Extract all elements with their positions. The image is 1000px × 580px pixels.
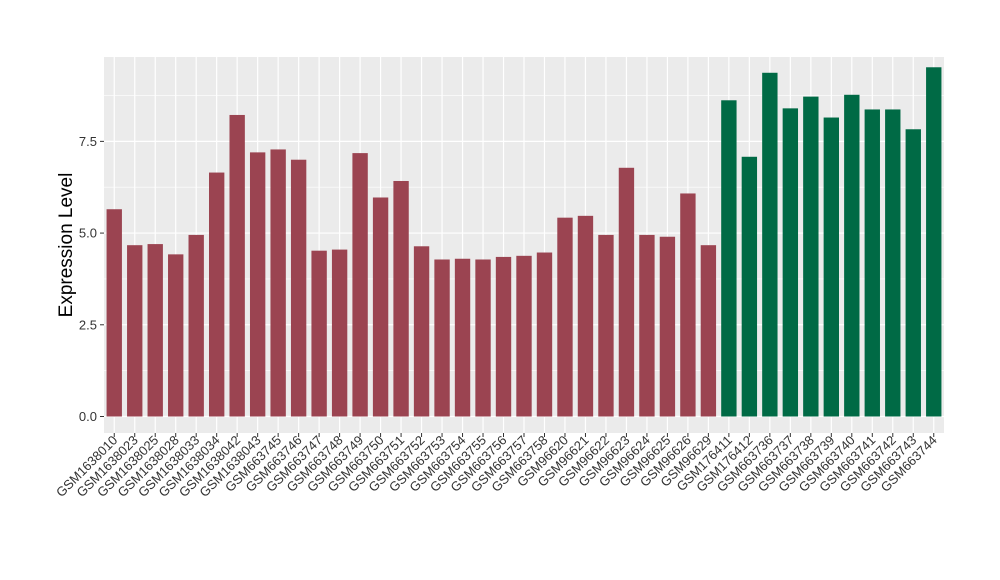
y-tick-label: 5.0 <box>79 226 97 241</box>
x-axis: GSM1638010GSM1638023GSM1638025GSM1638028… <box>53 433 940 500</box>
bar-GSM96622 <box>598 234 614 417</box>
y-tick-label: 0.0 <box>79 409 97 424</box>
bar-GSM96620 <box>557 217 573 417</box>
bar-GSM663750 <box>372 197 389 417</box>
bar-GSM663754 <box>454 258 471 417</box>
bar-GSM1638010 <box>106 209 122 417</box>
bar-GSM663737 <box>782 108 799 417</box>
bar-GSM663744 <box>926 67 942 417</box>
bar-GSM663742 <box>885 109 901 417</box>
y-tick-label: 7.5 <box>79 134 97 149</box>
bar-GSM663743 <box>905 129 921 417</box>
bar-GSM663756 <box>495 256 512 417</box>
bar-GSM96626 <box>680 193 696 417</box>
bar-GSM663755 <box>475 259 491 417</box>
bar-GSM176412 <box>741 156 758 417</box>
bar-GSM1638025 <box>147 244 163 417</box>
bar-GSM663751 <box>393 180 409 417</box>
y-tick-label: 2.5 <box>79 317 97 332</box>
bar-GSM663736 <box>762 72 778 417</box>
y-axis-title: Expression Level <box>56 173 77 318</box>
bar-GSM1638023 <box>127 245 143 417</box>
bar-GSM663745 <box>270 149 286 417</box>
bar-GSM1638028 <box>168 254 184 417</box>
bar-GSM1638043 <box>249 152 266 417</box>
bar-GSM663741 <box>864 109 880 417</box>
bar-GSM663748 <box>331 249 348 417</box>
bar-GSM663747 <box>311 250 327 417</box>
bar-GSM663738 <box>803 96 819 417</box>
bar-GSM96621 <box>577 215 594 417</box>
bar-GSM663739 <box>823 117 839 417</box>
bar-GSM663740 <box>844 94 860 417</box>
bar-GSM96623 <box>618 167 635 417</box>
bar-GSM663758 <box>536 252 553 417</box>
bar-GSM1638033 <box>188 234 204 417</box>
bar-GSM663752 <box>413 246 430 417</box>
bar-GSM1638042 <box>229 114 245 417</box>
bar-GSM96629 <box>700 245 717 417</box>
bar-GSM663757 <box>516 255 532 417</box>
bar-GSM96625 <box>659 236 676 417</box>
bar-GSM96624 <box>639 234 655 417</box>
y-axis: 0.0 2.5 5.0 7.5 <box>79 134 104 424</box>
bar-GSM1638034 <box>209 172 225 417</box>
bar-GSM663753 <box>434 259 450 417</box>
bar-GSM663749 <box>352 153 368 417</box>
bar-GSM663746 <box>290 159 307 417</box>
bar-GSM176411 <box>721 100 737 417</box>
bars <box>106 67 942 417</box>
